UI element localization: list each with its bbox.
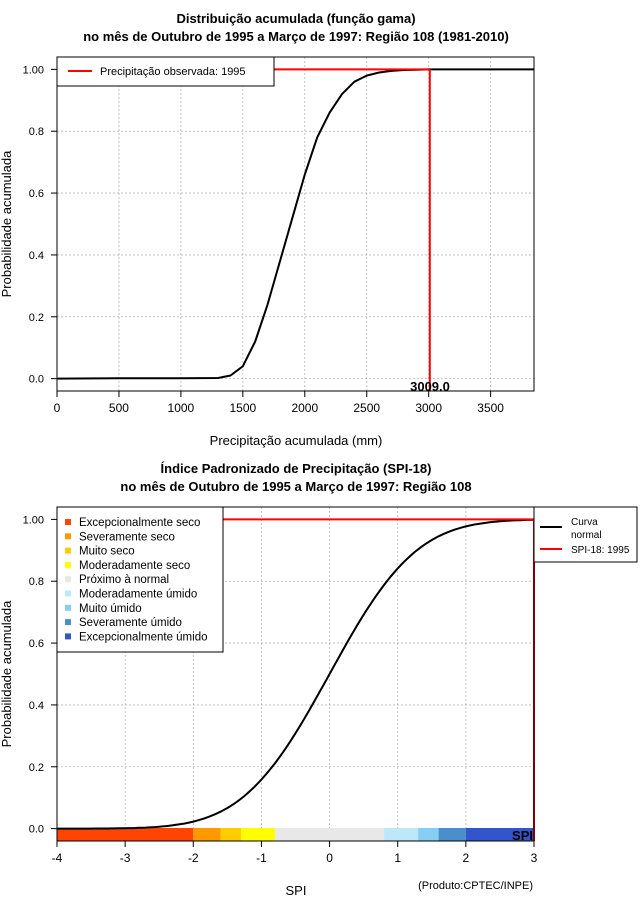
category-legend-swatch	[65, 519, 71, 525]
chart2-category-legend: Excepcionalmente seco Severamente seco Mui…	[56, 506, 224, 653]
chart1-grid	[56, 57, 534, 391]
x-tick-label: 0	[54, 401, 61, 415]
category-legend-swatch	[65, 633, 71, 640]
category-legend-label: Severamente úmido	[79, 617, 182, 629]
category-legend-label: Excepcionalmente úmido	[79, 631, 208, 643]
chart1-title: Distribuição acumulada (função gama)	[176, 11, 415, 26]
chart2-line-legend-box	[533, 506, 638, 563]
chart1-series	[56, 68, 534, 380]
x-tick-label: -3	[120, 851, 131, 865]
gamma-distribution-chart: Distribuição acumulada (função gama) no …	[0, 11, 535, 448]
chart2-x-ticks: -4 -3 -2 -1 0 1 2 3	[52, 841, 538, 865]
chart2-y-axis-label: Probabilidade acumulada	[0, 600, 14, 747]
y-tick-label: 0.4	[29, 700, 44, 712]
y-tick-label: 0.0	[29, 824, 44, 836]
chart2-x-axis-label: SPI	[286, 883, 307, 898]
gamma-cdf-line	[56, 68, 534, 380]
y-tick-label: 0.0	[29, 374, 44, 386]
x-tick-label: 0	[326, 851, 333, 865]
chart1-observed-value-label: 3009.0	[410, 379, 450, 394]
chart1-subtitle: no mês de Outubro de 1995 a Março de 199…	[83, 29, 509, 44]
chart2-line-legend: Curva normal SPI-18: 1995	[533, 506, 638, 563]
chart1-x-ticks: 0 500 1000 1500 2000 2500 3000 3500	[54, 391, 504, 415]
x-tick-label: -4	[52, 851, 63, 865]
spi-chart: Índice Padronizado de Precipitação (SPI-…	[0, 461, 638, 898]
x-tick-label: 3500	[477, 401, 504, 415]
category-band	[438, 828, 466, 841]
category-legend-swatch	[65, 547, 71, 554]
chart2-category-legend-box	[56, 506, 224, 653]
chart2-spi-marker-label: SPI	[512, 828, 533, 843]
y-tick-label: 0.8	[29, 126, 44, 138]
x-tick-label: 1	[394, 851, 401, 865]
line-legend-label-curve: Curva	[571, 517, 598, 528]
chart2-plot-border	[56, 506, 535, 842]
x-tick-label: 1000	[168, 401, 195, 415]
chart2-y-ticks: 0.0 0.2 0.4 0.6 0.8 1.00	[23, 514, 57, 836]
x-tick-label: 2500	[353, 401, 380, 415]
category-band	[465, 828, 534, 841]
category-band	[57, 828, 194, 841]
y-tick-label: 1.00	[23, 514, 44, 526]
line-legend-label-spi: SPI-18: 1995	[571, 545, 630, 556]
normal-cdf-line	[57, 518, 535, 830]
category-legend-label: Muito úmido	[79, 603, 142, 615]
category-band	[240, 828, 276, 841]
category-legend-swatch	[65, 561, 71, 568]
x-tick-label: 3	[531, 851, 538, 865]
chart1-x-axis-label: Precipitação acumulada (mm)	[210, 433, 383, 448]
category-legend-label: Moderadamente úmido	[79, 589, 197, 601]
category-legend-swatch	[65, 533, 71, 540]
x-tick-label: 500	[109, 401, 129, 415]
chart2-series	[57, 518, 535, 830]
x-tick-label: -1	[256, 851, 267, 865]
x-tick-label: 1500	[229, 401, 256, 415]
category-legend-label: Moderadamente seco	[79, 560, 190, 572]
y-tick-label: 0.6	[29, 638, 44, 650]
footnote: (Produto:CPTEC/INPE)	[418, 880, 533, 892]
x-tick-label: 3000	[415, 401, 442, 415]
x-tick-label: 2	[463, 851, 470, 865]
y-tick-label: 0.8	[29, 576, 44, 588]
x-tick-label: 2000	[291, 401, 318, 415]
category-legend-swatch	[65, 619, 71, 626]
line-legend-label-curve: normal	[571, 530, 602, 541]
y-tick-label: 1.00	[23, 64, 44, 76]
chart1-y-axis-label: Probabilidade acumulada	[0, 150, 14, 297]
category-band	[193, 828, 221, 841]
category-legend-label: Severamente seco	[79, 531, 175, 543]
chart2-subtitle: no mês de Outubro de 1995 a Março de 199…	[120, 479, 471, 494]
category-band	[418, 828, 439, 841]
y-tick-label: 0.6	[29, 188, 44, 200]
category-legend-label: Próximo à normal	[79, 574, 169, 586]
category-legend-label: Excepcionalmente seco	[79, 517, 200, 529]
chart1-legend: Precipitação observada: 1995	[56, 56, 275, 87]
category-legend-label: Muito seco	[79, 546, 135, 558]
y-tick-label: 0.2	[29, 312, 44, 324]
chart1-plot-border	[56, 56, 535, 392]
category-legend-swatch	[65, 604, 71, 611]
category-band	[220, 828, 241, 841]
chart1-y-ticks: 0.0 0.2 0.4 0.6 0.8 1.00	[23, 64, 57, 386]
category-legend-swatch	[65, 576, 71, 583]
category-legend-swatch	[65, 590, 71, 597]
chart1-legend-box	[56, 56, 275, 87]
y-tick-label: 0.2	[29, 762, 44, 774]
chart2-category-bands	[57, 828, 534, 841]
y-tick-label: 0.4	[29, 250, 44, 262]
chart1-observed-lines	[57, 68, 431, 391]
category-band	[384, 828, 419, 841]
chart1-legend-label: Precipitação observada: 1995	[100, 66, 246, 78]
x-tick-label: -2	[188, 851, 199, 865]
category-band	[275, 828, 385, 841]
chart2-title: Índice Padronizado de Precipitação (SPI-…	[161, 461, 432, 476]
